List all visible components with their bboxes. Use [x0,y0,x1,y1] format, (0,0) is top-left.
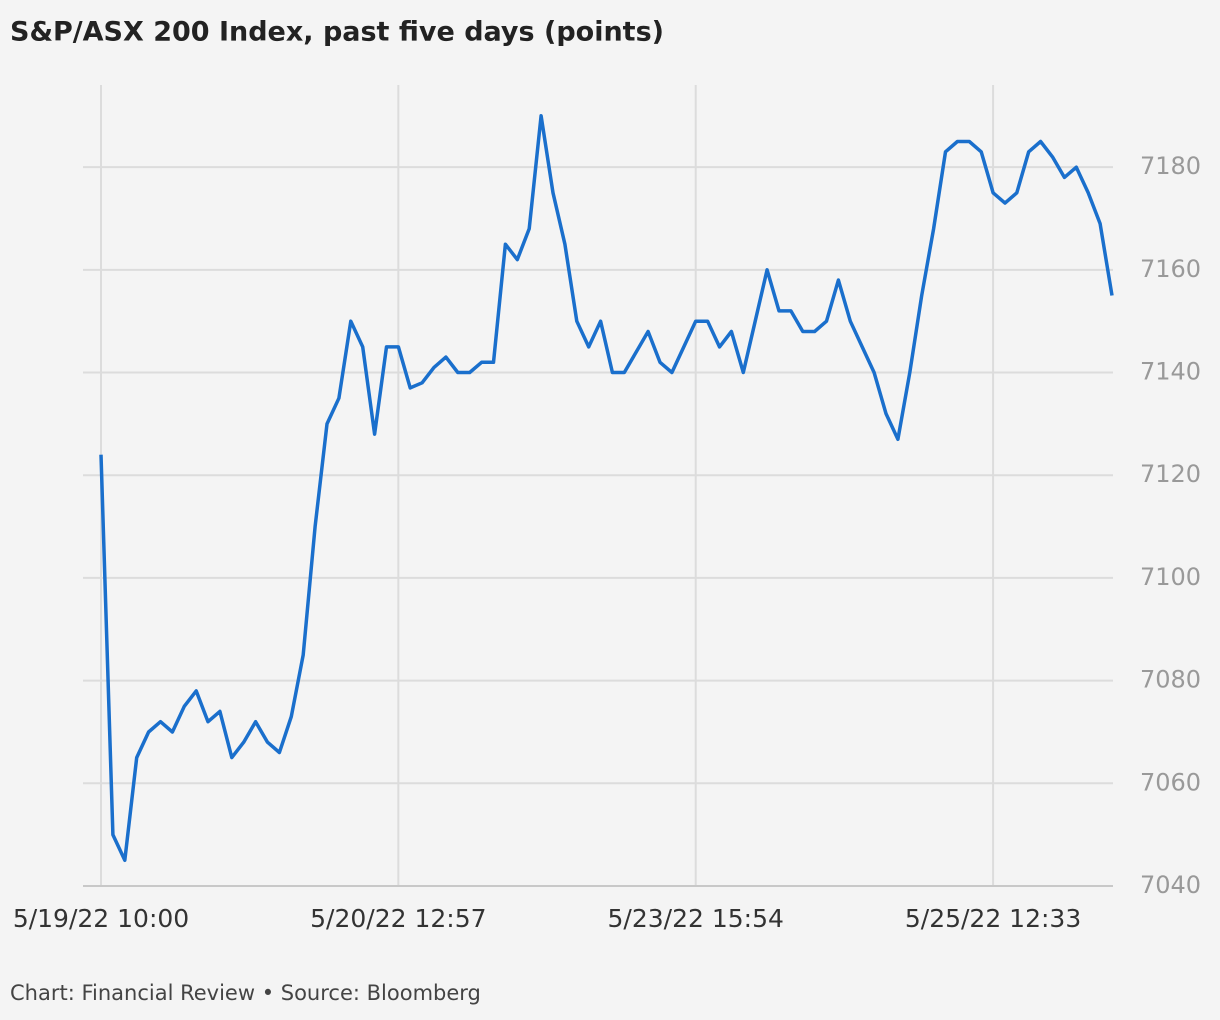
y-tick-label: 7180 [1140,152,1201,180]
x-tick-label: 5/19/22 10:00 [13,904,189,933]
source-note: Chart: Financial Review • Source: Bloomb… [10,981,481,1005]
y-tick-label: 7140 [1140,358,1201,386]
y-tick-label: 7100 [1140,563,1201,591]
line [99,114,1114,863]
y-tick-label: 7040 [1140,871,1201,899]
y-tick-label: 7120 [1140,460,1201,488]
y-tick-label: 7060 [1140,768,1201,796]
y-tick-label: 7160 [1140,255,1201,283]
y-tick-label: 7080 [1140,666,1201,694]
x-tick-label: 5/25/22 12:33 [905,904,1081,933]
x-tick-label: 5/20/22 12:57 [310,904,486,933]
x-tick-label: 5/23/22 15:54 [608,904,784,933]
chart-title: S&P/ASX 200 Index, past five days (point… [10,17,664,48]
